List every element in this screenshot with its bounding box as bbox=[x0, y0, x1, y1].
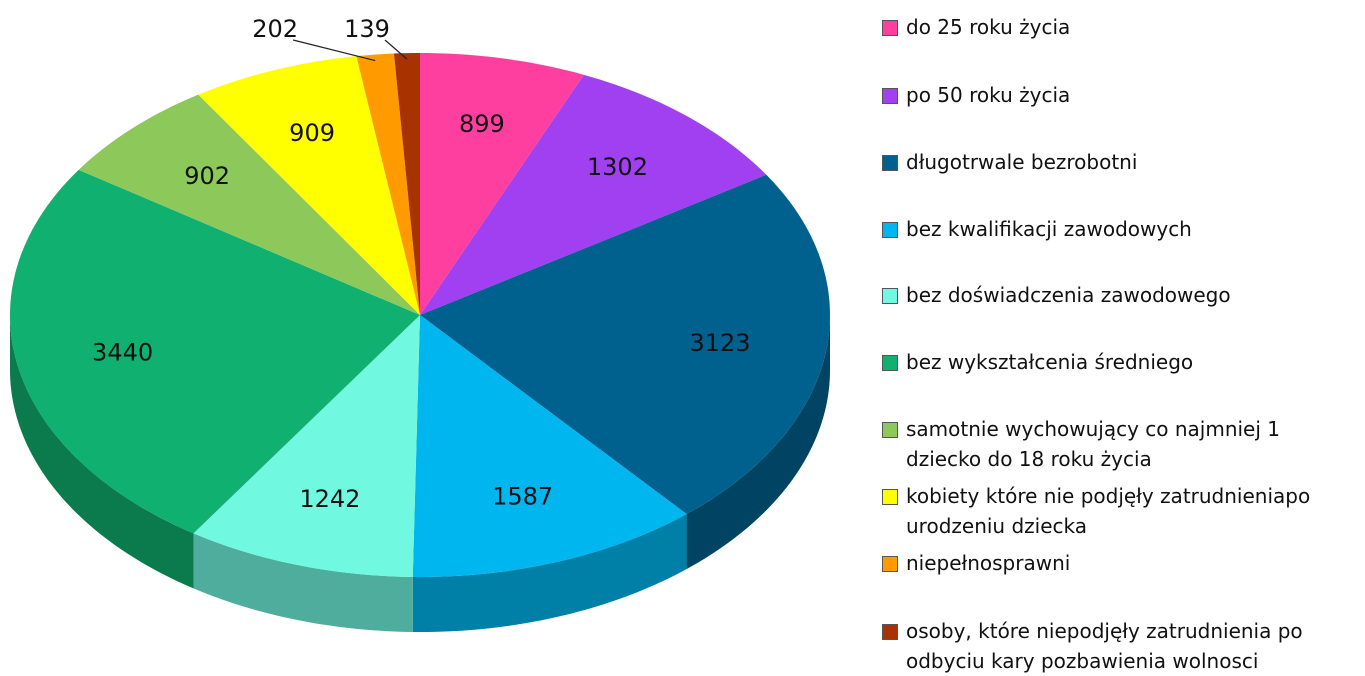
legend-label: do 25 roku życia bbox=[906, 15, 1071, 39]
legend-swatch bbox=[882, 288, 898, 304]
data-label: 3440 bbox=[92, 338, 153, 366]
legend-item: długotrwale bezrobotni bbox=[880, 147, 1360, 177]
legend-item: bez kwalifikacji zawodowych bbox=[880, 214, 1360, 244]
data-label: 1587 bbox=[492, 482, 553, 510]
legend-item: niepełnosprawni bbox=[880, 548, 1360, 578]
data-label: 902 bbox=[184, 162, 230, 190]
leader-line bbox=[384, 39, 408, 60]
legend-swatch bbox=[882, 422, 898, 438]
legend-item: bez wykształcenia średniego bbox=[880, 347, 1360, 377]
pie-slice bbox=[393, 53, 420, 315]
legend-swatch bbox=[882, 20, 898, 36]
data-label: 202 bbox=[252, 15, 298, 43]
legend-swatch bbox=[882, 489, 898, 505]
data-label: 909 bbox=[289, 119, 335, 147]
data-label: 3123 bbox=[689, 329, 750, 357]
legend-item: kobiety które nie podjęły zatrudnieniapo… bbox=[880, 481, 1360, 541]
legend-swatch bbox=[882, 556, 898, 572]
pie-slice bbox=[420, 53, 584, 315]
pie-side-shade bbox=[686, 315, 830, 570]
pie-slice bbox=[420, 174, 830, 515]
legend-swatch bbox=[882, 222, 898, 238]
pie-slice bbox=[193, 315, 420, 577]
pie-side-shade bbox=[412, 514, 687, 632]
leader-line bbox=[292, 39, 376, 62]
legend-label: bez doświadczenia zawodowego bbox=[906, 283, 1231, 307]
pie-slice bbox=[420, 74, 767, 316]
pie-slice bbox=[412, 315, 687, 577]
legend-item: do 25 roku życia bbox=[880, 12, 1360, 42]
legend-swatch bbox=[882, 624, 898, 640]
legend-label: niepełnosprawni bbox=[906, 551, 1071, 575]
pie-side bbox=[412, 514, 687, 632]
legend-label: kobiety które nie podjęły zatrudnieniapo… bbox=[906, 484, 1311, 538]
legend-swatch bbox=[882, 88, 898, 104]
legend-label: osoby, które niepodjęły zatrudnienia po … bbox=[906, 619, 1303, 673]
pie-side bbox=[686, 315, 830, 570]
legend-label: bez wykształcenia średniego bbox=[906, 350, 1194, 374]
pie-side bbox=[193, 533, 413, 632]
data-label: 1242 bbox=[299, 485, 360, 513]
legend-swatch bbox=[882, 155, 898, 171]
legend-label: długotrwale bezrobotni bbox=[906, 150, 1138, 174]
data-label: 139 bbox=[344, 15, 390, 43]
legend-item: osoby, które niepodjęły zatrudnienia po … bbox=[880, 616, 1360, 676]
pie-side-shade bbox=[193, 533, 413, 632]
pie-side bbox=[10, 315, 194, 589]
legend-label: po 50 roku życia bbox=[906, 83, 1071, 107]
pie-slice bbox=[356, 53, 420, 316]
data-label: 899 bbox=[459, 110, 505, 138]
pie-slice bbox=[198, 56, 420, 315]
legend-item: samotnie wychowujący co najmniej 1 dziec… bbox=[880, 414, 1360, 474]
legend-label: samotnie wychowujący co najmniej 1 dziec… bbox=[906, 417, 1281, 471]
legend-swatch bbox=[882, 355, 898, 371]
data-label: 1302 bbox=[587, 153, 648, 181]
legend-label: bez kwalifikacji zawodowych bbox=[906, 217, 1192, 241]
pie-area: 899 1302 3123 1587 1242 3440 902 909 202 139 bbox=[10, 15, 830, 632]
pie-slice bbox=[78, 94, 420, 316]
pie-side-shade bbox=[10, 315, 194, 589]
pie-slice bbox=[10, 169, 420, 534]
legend-item: bez doświadczenia zawodowego bbox=[880, 280, 1360, 310]
legend-item: po 50 roku życia bbox=[880, 80, 1360, 110]
